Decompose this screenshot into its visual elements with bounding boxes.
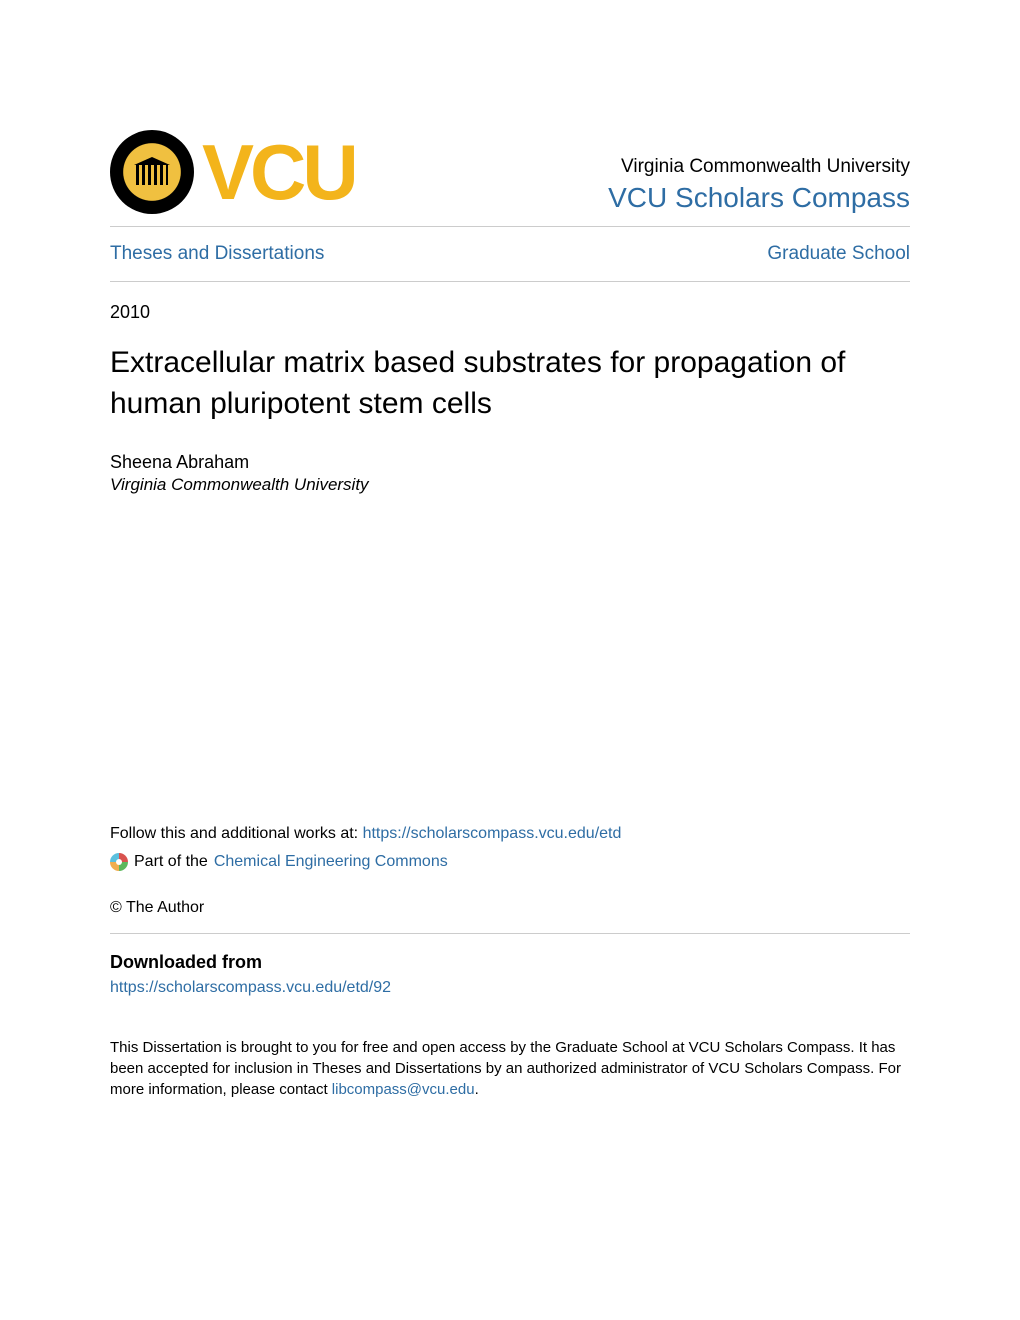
graduate-school-link[interactable]: Graduate School bbox=[767, 243, 910, 265]
network-icon[interactable] bbox=[110, 853, 128, 871]
follow-url-link[interactable]: https://scholarscompass.vcu.edu/etd bbox=[363, 825, 622, 842]
part-of-row: Part of the Chemical Engineering Commons bbox=[110, 853, 910, 871]
follow-prefix: Follow this and additional works at: bbox=[110, 825, 363, 842]
divider bbox=[110, 281, 910, 282]
document-title: Extracellular matrix based substrates fo… bbox=[110, 343, 910, 424]
footer-text-before: This Dissertation is brought to you for … bbox=[110, 1039, 901, 1098]
commons-link[interactable]: Chemical Engineering Commons bbox=[214, 853, 448, 871]
downloaded-heading: Downloaded from bbox=[110, 952, 910, 973]
institution-name: Virginia Commonwealth University bbox=[608, 156, 910, 178]
contact-email-link[interactable]: libcompass@vcu.edu bbox=[332, 1081, 475, 1098]
logo-area: VCU bbox=[110, 130, 355, 214]
compass-link[interactable]: VCU Scholars Compass bbox=[608, 182, 910, 214]
footer-statement: This Dissertation is brought to you for … bbox=[110, 1037, 910, 1100]
divider bbox=[110, 933, 910, 934]
publication-year: 2010 bbox=[110, 302, 910, 323]
institution-area: Virginia Commonwealth University VCU Sch… bbox=[608, 156, 910, 214]
header: VCU Virginia Commonwealth University VCU… bbox=[110, 130, 910, 214]
download-url-link[interactable]: https://scholarscompass.vcu.edu/etd/92 bbox=[110, 979, 910, 997]
nav-row: Theses and Dissertations Graduate School bbox=[110, 227, 910, 281]
spacer bbox=[110, 495, 910, 825]
vcu-logo-text: VCU bbox=[202, 133, 355, 211]
university-seal-icon bbox=[110, 130, 194, 214]
follow-works: Follow this and additional works at: htt… bbox=[110, 825, 910, 843]
theses-link[interactable]: Theses and Dissertations bbox=[110, 243, 324, 265]
copyright-text: © The Author bbox=[110, 899, 910, 917]
author-name: Sheena Abraham bbox=[110, 452, 910, 473]
author-affiliation: Virginia Commonwealth University bbox=[110, 475, 910, 495]
part-of-prefix: Part of the bbox=[134, 853, 208, 871]
footer-text-after: . bbox=[475, 1081, 479, 1098]
